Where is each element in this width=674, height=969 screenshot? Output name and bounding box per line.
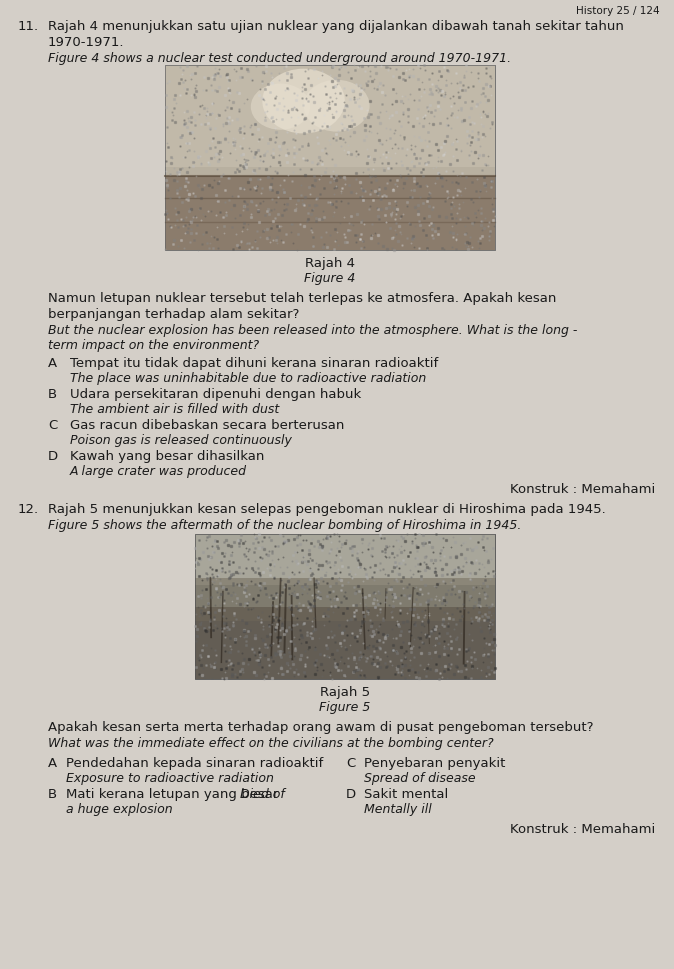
Text: Namun letupan nuklear tersebut telah terlepas ke atmosfera. Apakah kesan: Namun letupan nuklear tersebut telah ter… xyxy=(48,292,556,304)
Ellipse shape xyxy=(303,80,369,133)
Bar xyxy=(195,535,495,679)
Text: Exposure to radioactive radiation: Exposure to radioactive radiation xyxy=(66,771,274,784)
Text: C: C xyxy=(346,756,355,769)
Text: 11.: 11. xyxy=(18,20,39,33)
Bar xyxy=(195,607,495,679)
Text: C: C xyxy=(48,419,57,431)
Text: a huge explosion: a huge explosion xyxy=(66,802,173,815)
Bar xyxy=(165,66,495,168)
Text: 12.: 12. xyxy=(18,503,39,516)
Text: A: A xyxy=(48,357,57,369)
Text: Tempat itu tidak dapat dihuni kerana sinaran radioaktif: Tempat itu tidak dapat dihuni kerana sin… xyxy=(70,357,438,369)
Text: What was the immediate effect on the civilians at the bombing center?: What was the immediate effect on the civ… xyxy=(48,736,493,749)
Text: D: D xyxy=(346,787,356,800)
Text: Gas racun dibebaskan secara berterusan: Gas racun dibebaskan secara berterusan xyxy=(70,419,344,431)
Text: 1970-1971.: 1970-1971. xyxy=(48,36,125,49)
Text: Figure 4: Figure 4 xyxy=(305,271,356,285)
Text: B: B xyxy=(48,388,57,400)
Text: Rajah 4: Rajah 4 xyxy=(305,257,355,269)
Ellipse shape xyxy=(251,84,310,131)
Text: Figure 4 shows a nuclear test conducted underground around 1970-1971.: Figure 4 shows a nuclear test conducted … xyxy=(48,52,511,65)
Text: Kawah yang besar dihasilkan: Kawah yang besar dihasilkan xyxy=(70,450,264,462)
Text: Rajah 4 menunjukkan satu ujian nuklear yang dijalankan dibawah tanah sekitar tah: Rajah 4 menunjukkan satu ujian nuklear y… xyxy=(48,20,624,33)
Bar xyxy=(195,535,495,679)
Text: Sakit mental: Sakit mental xyxy=(364,787,448,800)
Text: Konstruk : Memahami: Konstruk : Memahami xyxy=(510,822,655,835)
Text: The place was uninhabitable due to radioactive radiation: The place was uninhabitable due to radio… xyxy=(70,372,426,385)
Text: Apakah kesan serta merta terhadap orang awam di pusat pengeboman tersebut?: Apakah kesan serta merta terhadap orang … xyxy=(48,720,594,734)
Bar xyxy=(195,578,495,621)
Text: But the nuclear explosion has been released into the atmosphere. What is the lon: But the nuclear explosion has been relea… xyxy=(48,324,578,336)
Text: Rajah 5 menunjukkan kesan selepas pengeboman nuklear di Hiroshima pada 1945.: Rajah 5 menunjukkan kesan selepas pengeb… xyxy=(48,503,606,516)
Bar xyxy=(165,66,495,251)
Text: B: B xyxy=(48,787,57,800)
Text: The ambient air is filled with dust: The ambient air is filled with dust xyxy=(70,402,279,416)
Text: Udara persekitaran dipenuhi dengan habuk: Udara persekitaran dipenuhi dengan habuk xyxy=(70,388,361,400)
Text: Pendedahan kepada sinaran radioaktif: Pendedahan kepada sinaran radioaktif xyxy=(66,756,324,769)
Bar xyxy=(165,176,495,251)
Text: berpanjangan terhadap alam sekitar?: berpanjangan terhadap alam sekitar? xyxy=(48,308,299,321)
Text: A: A xyxy=(48,756,57,769)
Text: Mentally ill: Mentally ill xyxy=(364,802,432,815)
Text: Figure 5 shows the aftermath of the nuclear bombing of Hiroshima in 1945.: Figure 5 shows the aftermath of the nucl… xyxy=(48,518,522,531)
Ellipse shape xyxy=(262,70,345,135)
Text: Figure 5: Figure 5 xyxy=(319,701,371,713)
Text: Penyebaran penyakit: Penyebaran penyakit xyxy=(364,756,506,769)
Text: Konstruk : Memahami: Konstruk : Memahami xyxy=(510,483,655,495)
Text: Died of: Died of xyxy=(240,787,284,800)
Text: Poison gas is released continuously: Poison gas is released continuously xyxy=(70,433,292,447)
Text: Spread of disease: Spread of disease xyxy=(364,771,476,784)
Text: D: D xyxy=(48,450,58,462)
Text: A large crater was produced: A large crater was produced xyxy=(70,464,247,478)
Text: History 25 / 124: History 25 / 124 xyxy=(576,6,660,16)
Text: term impact on the environment?: term impact on the environment? xyxy=(48,338,259,352)
Bar xyxy=(165,66,495,251)
Text: Rajah 5: Rajah 5 xyxy=(320,685,370,699)
Text: Mati kerana letupan yang besar: Mati kerana letupan yang besar xyxy=(66,787,282,800)
Bar xyxy=(195,535,495,585)
